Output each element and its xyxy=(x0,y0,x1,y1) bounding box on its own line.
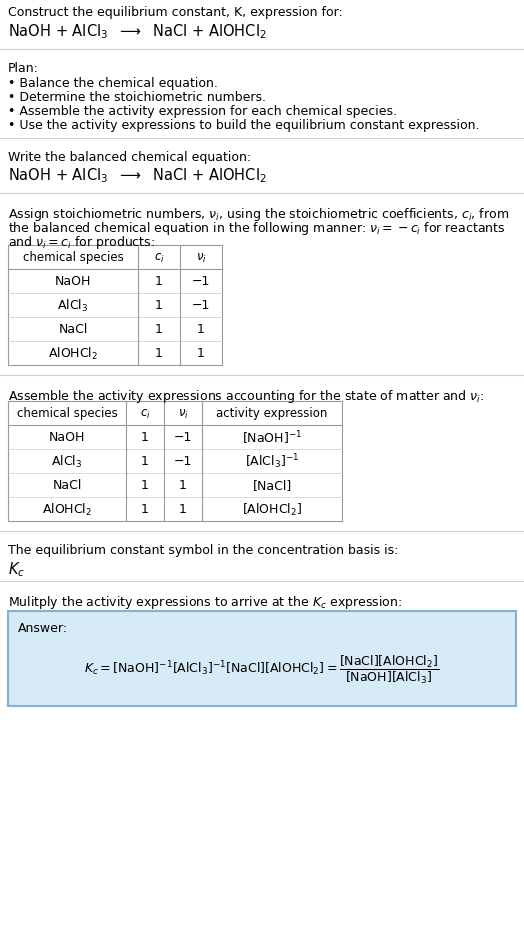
Text: • Use the activity expressions to build the equilibrium constant expression.: • Use the activity expressions to build … xyxy=(8,119,479,132)
Text: Write the balanced chemical equation:: Write the balanced chemical equation: xyxy=(8,151,251,164)
Text: $K_c$: $K_c$ xyxy=(8,560,25,578)
Text: 1: 1 xyxy=(197,347,205,360)
Text: Mulitply the activity expressions to arrive at the $K_c$ expression:: Mulitply the activity expressions to arr… xyxy=(8,594,402,611)
Text: and $\nu_i = c_i$ for products:: and $\nu_i = c_i$ for products: xyxy=(8,234,155,251)
Text: chemical species: chemical species xyxy=(23,251,123,264)
Text: [NaCl]: [NaCl] xyxy=(253,479,292,492)
Text: −1: −1 xyxy=(174,431,192,444)
Text: AlCl$_3$: AlCl$_3$ xyxy=(51,453,83,469)
Text: Answer:: Answer: xyxy=(18,621,68,634)
Text: AlOHCl$_2$: AlOHCl$_2$ xyxy=(48,346,98,362)
Text: −1: −1 xyxy=(192,276,210,288)
Text: activity expression: activity expression xyxy=(216,407,328,420)
Text: Plan:: Plan: xyxy=(8,62,39,75)
Text: 1: 1 xyxy=(197,323,205,336)
Text: −1: −1 xyxy=(174,455,192,468)
Text: • Balance the chemical equation.: • Balance the chemical equation. xyxy=(8,76,218,90)
Text: The equilibrium constant symbol in the concentration basis is:: The equilibrium constant symbol in the c… xyxy=(8,544,398,556)
Text: $\nu_i$: $\nu_i$ xyxy=(195,251,206,264)
Text: −1: −1 xyxy=(192,299,210,312)
Text: • Determine the stoichiometric numbers.: • Determine the stoichiometric numbers. xyxy=(8,91,266,104)
Text: 1: 1 xyxy=(141,455,149,468)
Text: 1: 1 xyxy=(141,431,149,444)
Text: • Assemble the activity expression for each chemical species.: • Assemble the activity expression for e… xyxy=(8,105,397,118)
Text: $K_c = [\mathrm{NaOH}]^{-1}[\mathrm{AlCl_3}]^{-1}[\mathrm{NaCl}][\mathrm{AlOHCl_: $K_c = [\mathrm{NaOH}]^{-1}[\mathrm{AlCl… xyxy=(84,653,440,685)
Text: NaCl: NaCl xyxy=(58,323,88,336)
Text: 1: 1 xyxy=(141,503,149,516)
Bar xyxy=(8,401,342,521)
Text: $c_i$: $c_i$ xyxy=(139,407,150,420)
Text: 1: 1 xyxy=(179,479,187,492)
Text: AlOHCl$_2$: AlOHCl$_2$ xyxy=(42,501,92,517)
Text: NaOH + AlCl$_3$  $\longrightarrow$  NaCl + AlOHCl$_2$: NaOH + AlCl$_3$ $\longrightarrow$ NaCl +… xyxy=(8,22,267,41)
Text: chemical species: chemical species xyxy=(17,407,117,420)
Text: NaOH: NaOH xyxy=(55,276,91,288)
Text: $\nu_i$: $\nu_i$ xyxy=(178,407,189,420)
Bar xyxy=(8,245,222,365)
Text: [AlCl$_3$]$^{-1}$: [AlCl$_3$]$^{-1}$ xyxy=(245,452,299,471)
Text: 1: 1 xyxy=(179,503,187,516)
Text: AlCl$_3$: AlCl$_3$ xyxy=(58,297,89,313)
Text: Assign stoichiometric numbers, $\nu_i$, using the stoichiometric coefficients, $: Assign stoichiometric numbers, $\nu_i$, … xyxy=(8,206,509,223)
Text: Assemble the activity expressions accounting for the state of matter and $\nu_i$: Assemble the activity expressions accoun… xyxy=(8,388,484,405)
FancyBboxPatch shape xyxy=(8,612,516,706)
Text: 1: 1 xyxy=(155,299,163,312)
Text: [NaOH]$^{-1}$: [NaOH]$^{-1}$ xyxy=(242,429,302,447)
Text: 1: 1 xyxy=(155,347,163,360)
Text: the balanced chemical equation in the following manner: $\nu_i = -c_i$ for react: the balanced chemical equation in the fo… xyxy=(8,220,506,237)
Text: 1: 1 xyxy=(155,323,163,336)
Text: NaOH + AlCl$_3$  $\longrightarrow$  NaCl + AlOHCl$_2$: NaOH + AlCl$_3$ $\longrightarrow$ NaCl +… xyxy=(8,166,267,184)
Text: 1: 1 xyxy=(155,276,163,288)
Text: 1: 1 xyxy=(141,479,149,492)
Text: NaOH: NaOH xyxy=(49,431,85,444)
Text: Construct the equilibrium constant, K, expression for:: Construct the equilibrium constant, K, e… xyxy=(8,6,343,19)
Text: [AlOHCl$_2$]: [AlOHCl$_2$] xyxy=(242,501,302,517)
Text: NaCl: NaCl xyxy=(52,479,82,492)
Text: $c_i$: $c_i$ xyxy=(154,251,165,264)
